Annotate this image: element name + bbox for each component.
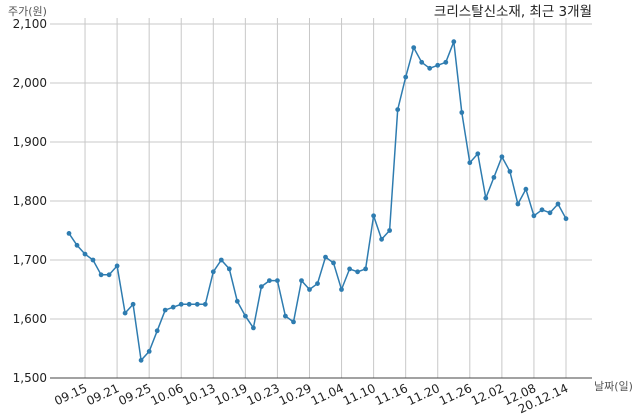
data-point bbox=[218, 257, 224, 263]
x-tick-label: 10.23 bbox=[245, 381, 282, 408]
x-tick-label: 11.04 bbox=[309, 381, 346, 408]
data-point bbox=[483, 195, 489, 201]
data-point bbox=[146, 349, 152, 354]
x-gridlines bbox=[84, 18, 567, 378]
y-tick-label: 1,900 bbox=[13, 135, 47, 149]
data-point bbox=[259, 284, 264, 289]
chart-title: 크리스탈신소재, 최근 3개월 bbox=[434, 4, 592, 20]
data-point bbox=[226, 266, 232, 272]
data-point bbox=[491, 175, 497, 180]
data-point bbox=[74, 242, 80, 248]
data-point bbox=[499, 154, 505, 160]
data-point bbox=[531, 213, 537, 219]
y-tick-label: 2,000 bbox=[13, 76, 47, 90]
data-point bbox=[106, 272, 112, 278]
x-tick-label: 12.02 bbox=[469, 381, 506, 408]
data-point bbox=[178, 301, 184, 307]
data-point bbox=[82, 251, 88, 257]
data-point bbox=[170, 304, 176, 310]
data-point bbox=[411, 45, 417, 50]
data-point bbox=[323, 254, 328, 260]
data-point bbox=[291, 319, 296, 325]
x-tick-label: 11.10 bbox=[341, 381, 378, 408]
data-point bbox=[523, 186, 529, 192]
data-point bbox=[154, 328, 160, 334]
data-point bbox=[539, 207, 545, 213]
data-point bbox=[210, 269, 216, 275]
data-point bbox=[275, 278, 280, 283]
data-point bbox=[355, 269, 360, 275]
data-point bbox=[507, 169, 513, 174]
data-point bbox=[194, 301, 200, 307]
data-point bbox=[122, 310, 128, 316]
data-point bbox=[130, 301, 136, 307]
data-point bbox=[202, 301, 208, 307]
data-point bbox=[363, 266, 368, 272]
price-points bbox=[66, 39, 569, 363]
y-tick-label: 1,500 bbox=[13, 371, 47, 385]
x-tick-label: 09.25 bbox=[116, 381, 153, 408]
data-point bbox=[186, 301, 192, 307]
x-tick-label: 11.26 bbox=[437, 381, 474, 408]
data-point bbox=[555, 201, 561, 207]
x-tick-label: 11.20 bbox=[405, 381, 442, 408]
data-point bbox=[98, 272, 104, 278]
x-axis-title: 날짜(일) bbox=[594, 379, 633, 393]
data-point bbox=[403, 74, 409, 80]
x-tick-label: 09.15 bbox=[52, 381, 89, 408]
x-tick-label: 11.16 bbox=[373, 381, 410, 408]
data-point bbox=[114, 263, 120, 269]
data-point bbox=[371, 213, 376, 219]
data-point bbox=[395, 107, 401, 112]
data-point bbox=[563, 216, 569, 222]
data-point bbox=[435, 62, 441, 68]
data-point bbox=[267, 278, 272, 283]
x-tick-labels: 09.1509.2109.2510.0610.1310.1910.2310.29… bbox=[52, 381, 570, 416]
data-point bbox=[515, 201, 521, 207]
data-point bbox=[234, 298, 240, 304]
data-point bbox=[251, 325, 256, 331]
y-axis-title: 주가(원) bbox=[8, 5, 47, 18]
x-tick-label: 10.29 bbox=[277, 381, 314, 408]
y-tick-label: 1,800 bbox=[13, 194, 47, 208]
data-point bbox=[331, 260, 336, 266]
data-point bbox=[547, 210, 553, 216]
data-point bbox=[315, 281, 320, 286]
data-point bbox=[419, 59, 425, 65]
x-tick-label: 10.06 bbox=[148, 381, 185, 408]
data-point bbox=[283, 313, 288, 319]
data-point bbox=[90, 257, 96, 263]
y-tick-labels: 1,500 1,600 1,700 1,800 1,900 2,000 2,100 bbox=[13, 17, 47, 385]
data-point bbox=[162, 307, 168, 313]
x-tick-label: 10.13 bbox=[181, 381, 218, 408]
data-point bbox=[347, 266, 352, 272]
data-point bbox=[339, 287, 344, 292]
data-point bbox=[451, 39, 457, 45]
data-point bbox=[379, 236, 384, 242]
data-point bbox=[138, 357, 144, 363]
y-tick-label: 1,700 bbox=[13, 253, 47, 267]
data-point bbox=[307, 287, 312, 292]
data-point bbox=[387, 228, 392, 233]
y-tick-label: 2,100 bbox=[13, 17, 47, 31]
x-tick-label: 10.19 bbox=[213, 381, 250, 408]
data-point bbox=[427, 65, 433, 71]
data-point bbox=[459, 110, 465, 115]
data-point bbox=[443, 59, 449, 65]
data-point bbox=[467, 160, 473, 166]
data-point bbox=[66, 231, 72, 236]
y-tick-label: 1,600 bbox=[13, 312, 47, 326]
data-point bbox=[243, 313, 248, 319]
x-tick-label: 09.21 bbox=[84, 381, 121, 408]
data-point bbox=[299, 278, 304, 283]
data-point bbox=[475, 151, 481, 157]
